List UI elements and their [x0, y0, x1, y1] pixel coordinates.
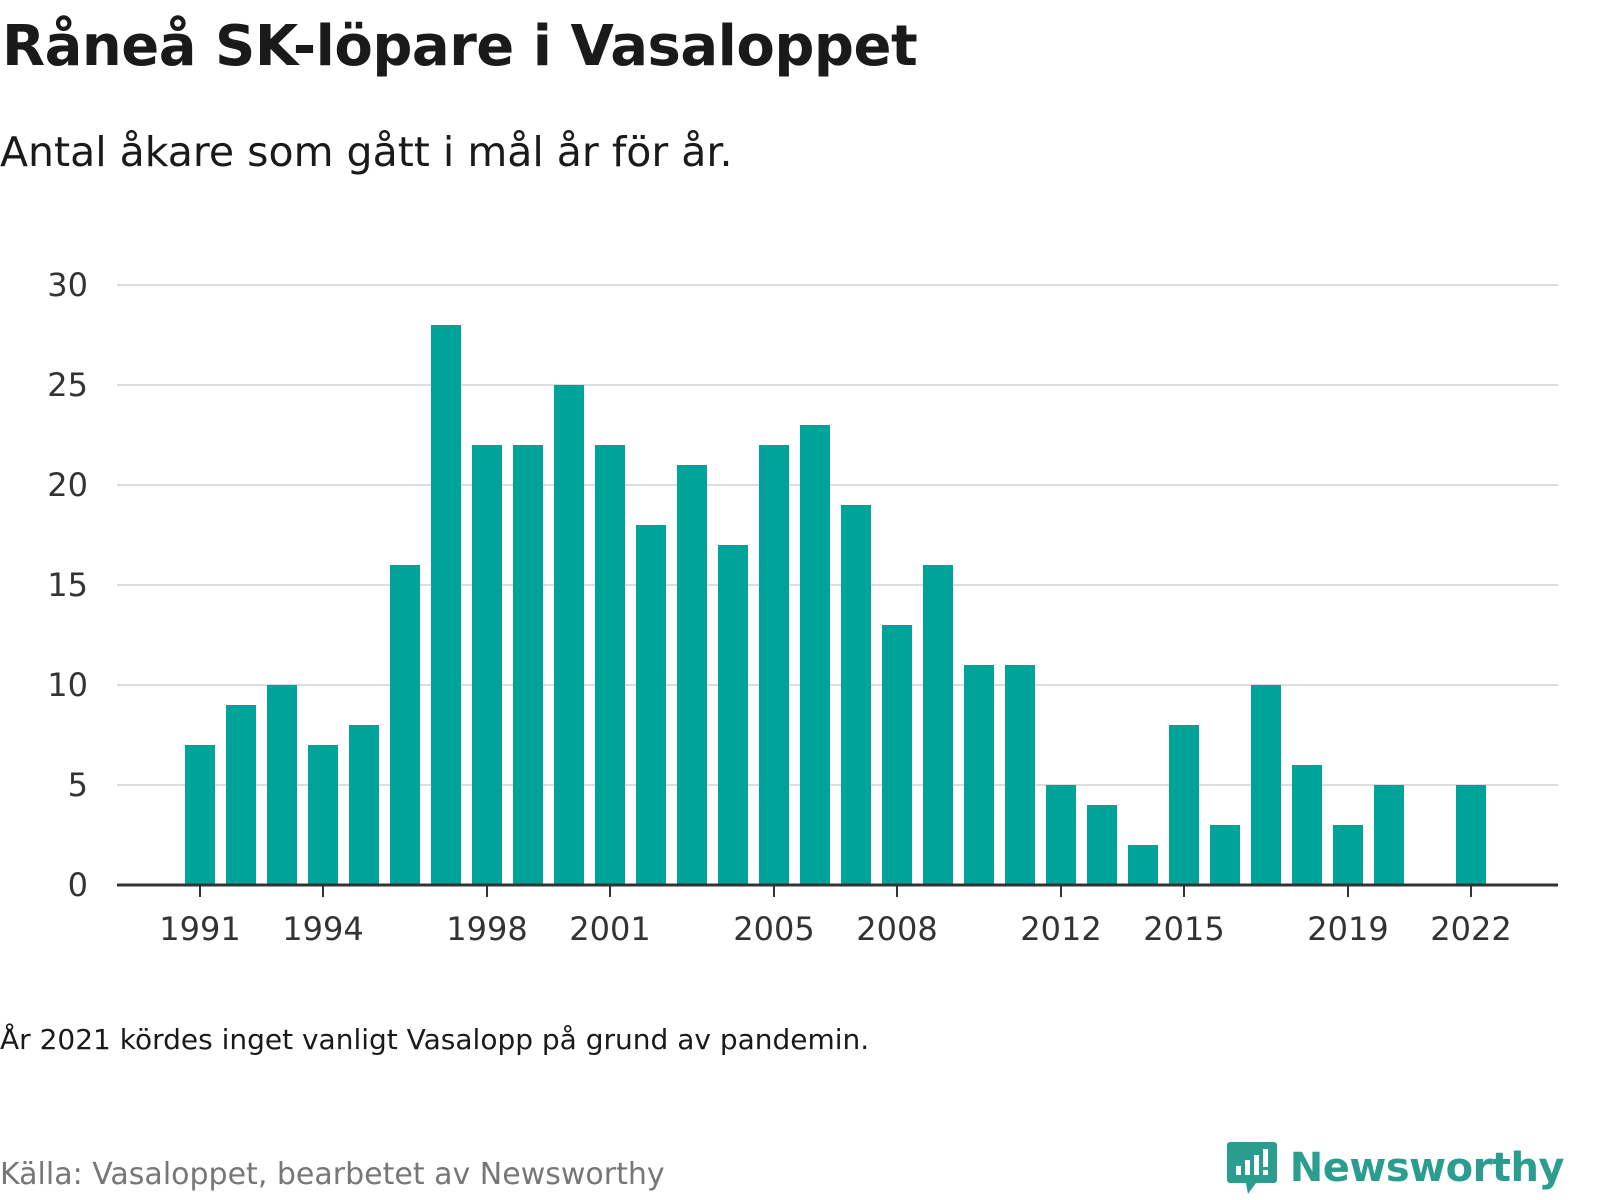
x-tick-label: 2001 [569, 910, 650, 948]
bar-1997 [431, 325, 461, 885]
bar-1994 [308, 745, 338, 885]
bar-2008 [882, 625, 912, 885]
bar-1992 [226, 705, 256, 885]
x-tick-label: 2008 [856, 910, 937, 948]
y-tick-label: 30 [47, 266, 88, 304]
x-tick-label: 2022 [1430, 910, 1511, 948]
bar-2012 [1046, 785, 1076, 885]
bar-2006 [800, 425, 830, 885]
y-tick-label: 15 [47, 566, 88, 604]
bar-1996 [390, 565, 420, 885]
source-credit: Källa: Vasaloppet, bearbetet av Newswort… [0, 1157, 665, 1192]
bar-2007 [841, 505, 871, 885]
bar-2013 [1087, 805, 1117, 885]
x-tick-label: 1991 [159, 910, 240, 948]
bar-2004 [718, 545, 748, 885]
bar-2001 [595, 445, 625, 885]
y-tick-label: 25 [47, 366, 88, 404]
bar-2017 [1251, 685, 1281, 885]
brand-name: Newsworthy [1289, 1145, 1565, 1191]
bar-2011 [1005, 665, 1035, 885]
x-tick-label: 2019 [1307, 910, 1388, 948]
y-tick-label: 0 [68, 866, 88, 904]
gridlines [117, 284, 1558, 786]
x-axis: 1991 1994 1998 2001 2005 2008 2012 2015 2019 2022 [117, 883, 1558, 948]
bar-2002 [636, 525, 666, 885]
newsworthy-bubble-icon [1226, 1142, 1277, 1194]
bar-2016 [1210, 825, 1240, 885]
y-tick-label: 20 [47, 466, 88, 504]
y-axis-tick-labels: 0 5 10 15 20 25 30 [47, 266, 88, 904]
y-tick-label: 10 [47, 666, 88, 704]
bar-2014 [1128, 845, 1158, 885]
footnote: År 2021 kördes inget vanligt Vasalopp på… [0, 1023, 870, 1056]
bars [185, 325, 1486, 885]
bar-1999 [513, 445, 543, 885]
bar-2009 [923, 565, 953, 885]
bar-2000 [554, 385, 584, 885]
bar-2022 [1456, 785, 1486, 885]
x-tick-label: 1998 [446, 910, 527, 948]
x-tick-label: 2015 [1143, 910, 1224, 948]
bar-2005 [759, 445, 789, 885]
chart-subtitle: Antal åkare som gått i mål år för år. [0, 128, 733, 176]
bar-2010 [964, 665, 994, 885]
bar-1998 [472, 445, 502, 885]
bar-2015 [1169, 725, 1199, 885]
bar-2003 [677, 465, 707, 885]
x-tick-label: 1994 [282, 910, 363, 948]
bar-2019 [1333, 825, 1363, 885]
bar-2018 [1292, 765, 1322, 885]
bar-1993 [267, 685, 297, 885]
chart-title: Råneå SK-löpare i Vasaloppet [2, 14, 918, 79]
x-tick-label: 2012 [1020, 910, 1101, 948]
bar-2020 [1374, 785, 1404, 885]
bar-1995 [349, 725, 379, 885]
x-tick-label: 2005 [733, 910, 814, 948]
y-tick-label: 5 [68, 766, 88, 804]
newsworthy-logo[interactable]: Newsworthy [1226, 1140, 1565, 1196]
bar-1991 [185, 745, 215, 885]
bar-chart: 0 5 10 15 20 25 30 1991 1994 1998 2001 2005 2008 201… [47, 266, 1558, 948]
